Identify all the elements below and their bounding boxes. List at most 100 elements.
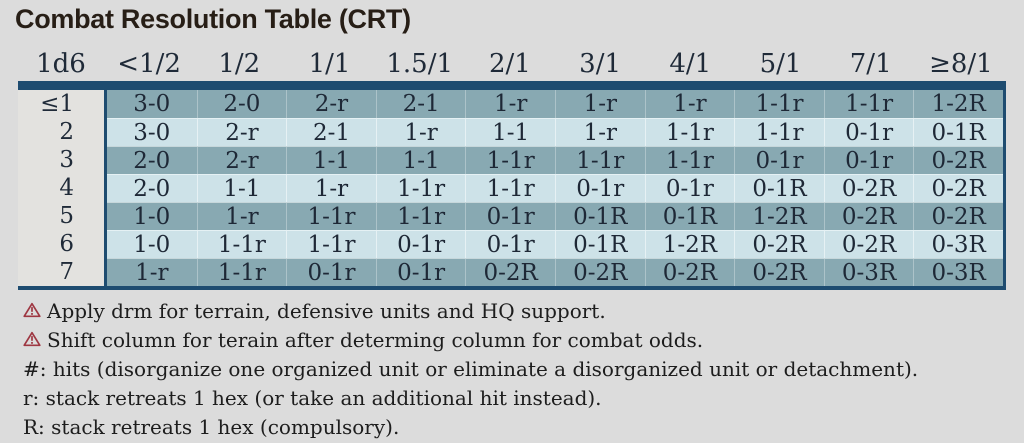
crt-cell: 0-2R [913, 203, 1003, 230]
crt-cell: 1-1r [286, 231, 376, 258]
table-row: 1-0 1-r 1-1r 1-1r 0-1r 0-1R 0-1R 1-2R 0-2R 0-2R [107, 202, 1003, 230]
crt-cell: 0-1r [375, 259, 466, 286]
footnote-text: Apply drm for terrain, defensive units a… [47, 298, 606, 323]
table-row: 2-0 2-r 1-1 1-1 1-1r 1-1r 1-1r 0-1r 0-1r 0-2R [107, 146, 1003, 174]
crt-cell: 0-2R [823, 175, 914, 202]
crt-cell: 0-1R [554, 203, 645, 230]
crt-cell: 1-1r [554, 147, 645, 174]
table-row: 3-0 2-0 2-r 2-1 1-r 1-r 1-r 1-1r 1-1r 1-2R [107, 90, 1003, 118]
crt-cell: 1-1r [375, 203, 466, 230]
column-header-1d6: 1d6 [36, 49, 86, 79]
crt-cell: 0-1R [554, 231, 645, 258]
page-title: Combat Resolution Table (CRT) [15, 4, 411, 34]
crt-table: 1d6 <1/2 1/2 1/1 1.5/1 2/1 3/1 4/1 5/1 7/1 ≥8/1 ≤1… [18, 47, 1006, 290]
column-header: <1/2 [117, 49, 181, 79]
results-area: 3-0 2-0 2-r 2-1 1-r 1-r 1-r 1-1r 1-1r 1-2R 3-0 2-r 2… [104, 90, 1006, 286]
crt-cell: 1-1r [644, 147, 735, 174]
table-row: 1-r 1-1r 0-1r 0-1r 0-2R 0-2R 0-2R 0-2R 0-3R 0-3R [107, 258, 1003, 286]
crt-cell: 2-1 [375, 90, 466, 118]
crt-cell: 2-r [196, 119, 287, 146]
crt-cell: 1-1 [196, 175, 287, 202]
crt-cell: 1-r [135, 259, 169, 286]
column-header: 2/1 [488, 49, 531, 79]
crt-cell: 1-r [196, 203, 287, 230]
column-header: 1/2 [218, 49, 261, 79]
crt-cell: 1-1r [734, 90, 824, 118]
footnote: Shift column for terain after determing … [23, 325, 918, 354]
crt-cell: 0-2R [554, 259, 645, 286]
crt-cell: 0-2R [823, 231, 914, 258]
column-header: 3/1 [579, 49, 621, 79]
crt-cell: 0-1r [465, 231, 555, 258]
dice-column: ≤1 2 3 4 5 6 7 [18, 90, 104, 286]
footnotes: Apply drm for terrain, defensive units a… [23, 296, 918, 441]
crt-cell: 1-r [465, 90, 555, 118]
row-header: 4 [59, 175, 74, 201]
crt-cell: 0-2R [913, 147, 1003, 174]
crt-cell: 0-1r [554, 175, 645, 202]
crt-cell: 2-0 [133, 175, 171, 202]
crt-cell: 1-1r [286, 203, 376, 230]
crt-cell: 3-0 [133, 91, 171, 117]
crt-cell: 1-r [375, 119, 466, 146]
crt-cell: 0-1R [644, 203, 735, 230]
crt-cell: 2-r [286, 90, 376, 118]
crt-cell: 0-1R [734, 175, 824, 202]
footnote-text: #: hits (disorganize one organized unit … [23, 356, 919, 381]
crt-cell: 0-1r [823, 147, 914, 174]
crt-cell: 0-1R [913, 119, 1003, 146]
crt-cell: 0-2R [644, 259, 735, 286]
crt-cell: 1-r [554, 119, 645, 146]
crt-cell: 0-2R [465, 259, 555, 286]
crt-cell: 0-2R [734, 231, 824, 258]
crt-header-row: 1d6 <1/2 1/2 1/1 1.5/1 2/1 3/1 4/1 5/1 7/1 ≥8/1 [18, 47, 1006, 81]
crt-cell: 1-2R [644, 231, 735, 258]
crt-cell: 1-r [286, 175, 376, 202]
row-header: 3 [59, 147, 74, 173]
crt-cell: 1-2R [913, 90, 1003, 118]
warning-icon [23, 302, 41, 318]
footnote: r: stack retreats 1 hex (or take an addi… [23, 383, 918, 412]
crt-cell: 1-1 [465, 119, 555, 146]
footnote-text: Shift column for terain after determing … [47, 327, 704, 352]
row-header: 5 [59, 203, 74, 229]
crt-cell: 0-1r [375, 231, 466, 258]
column-header: ≥8/1 [929, 49, 993, 79]
header-divider-bar [18, 81, 1006, 90]
table-row: 2-0 1-1 1-r 1-1r 1-1r 0-1r 0-1r 0-1R 0-2R 0-2R [107, 174, 1003, 202]
column-header: 1.5/1 [386, 49, 454, 79]
table-bottom-bar [18, 286, 1006, 290]
crt-cell: 0-1r [823, 119, 914, 146]
crt-cell: 1-1r [196, 259, 287, 286]
footnote: R: stack retreats 1 hex (compulsory). [23, 412, 918, 441]
crt-cell: 0-1r [734, 147, 824, 174]
crt-cell: 2-1 [286, 119, 376, 146]
crt-cell: 1-1r [375, 175, 466, 202]
crt-cell: 1-2R [734, 203, 824, 230]
crt-cell: 2-0 [133, 147, 171, 174]
crt-cell: 1-1r [734, 119, 824, 146]
row-header: ≤1 [40, 91, 74, 117]
warning-icon [23, 331, 41, 347]
row-header: 6 [59, 231, 74, 257]
table-row: 1-0 1-1r 1-1r 0-1r 0-1r 0-1R 1-2R 0-2R 0-2R 0-3R [107, 230, 1003, 258]
crt-cell: 1-1r [196, 231, 287, 258]
column-header: 4/1 [669, 49, 712, 79]
crt-cell: 0-2R [734, 259, 824, 286]
crt-cell: 1-1r [465, 147, 555, 174]
crt-cell: 3-0 [133, 119, 171, 146]
column-header: 5/1 [759, 49, 802, 79]
crt-cell: 0-1r [644, 175, 735, 202]
crt-cell: 1-1r [465, 175, 555, 202]
crt-cell: 1-r [644, 90, 735, 118]
crt-table-body: ≤1 2 3 4 5 6 7 3-0 2-0 2-r 2-1 1-r 1-r 1-r 1-1r 1-1r 1-… [18, 90, 1006, 286]
crt-cell: 2-0 [196, 90, 287, 118]
footnote-text: R: stack retreats 1 hex (compulsory). [23, 414, 400, 439]
footnote: #: hits (disorganize one organized unit … [23, 354, 918, 383]
crt-cell: 1-1 [375, 147, 466, 174]
crt-cell: 0-1r [465, 203, 555, 230]
crt-cell: 0-1r [286, 259, 376, 286]
crt-cell: 0-3R [823, 259, 914, 286]
footnote-text: r: stack retreats 1 hex (or take an addi… [23, 385, 602, 410]
crt-cell: 2-r [196, 147, 287, 174]
